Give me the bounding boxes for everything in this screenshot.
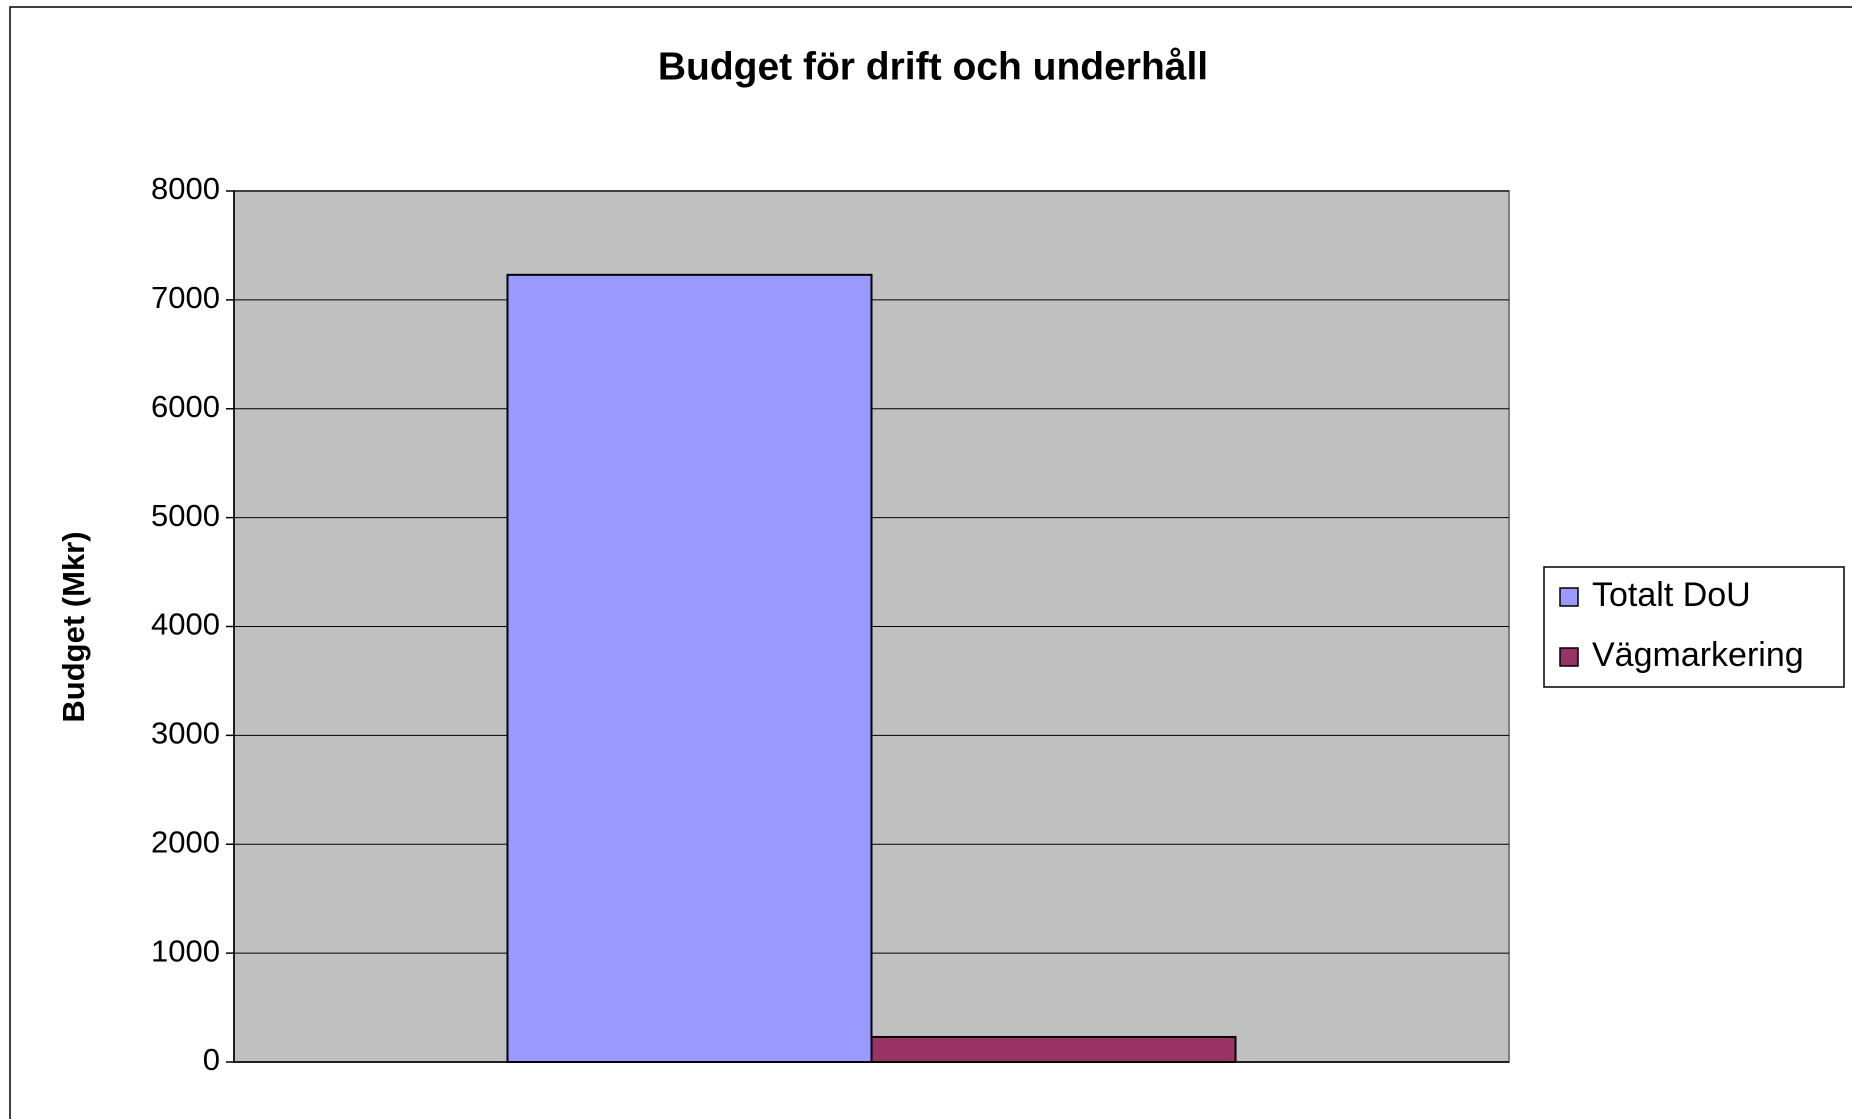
y-tick-label: 6000 [151, 389, 220, 424]
y-tick-label: 2000 [151, 824, 220, 859]
legend-label: Vägmarkering [1592, 636, 1804, 674]
y-tick-label: 1000 [151, 933, 220, 968]
bar [870, 1035, 1237, 1063]
y-tick-label: 8000 [151, 171, 220, 206]
y-axis-label: Budget (Mkr) [56, 531, 91, 722]
y-tick-label: 0 [203, 1042, 220, 1077]
y-tick-label: 4000 [151, 607, 220, 642]
bar [506, 273, 873, 1063]
y-tick-label: 7000 [151, 280, 220, 315]
y-tick-label: 5000 [151, 498, 220, 533]
legend-swatch [1559, 647, 1579, 667]
legend-box [1543, 566, 1845, 688]
legend-swatch [1559, 587, 1579, 607]
legend-label: Totalt DoU [1592, 576, 1751, 614]
y-tick-label: 3000 [151, 716, 220, 751]
chart-title: Budget för drift och underhåll [658, 45, 1208, 88]
